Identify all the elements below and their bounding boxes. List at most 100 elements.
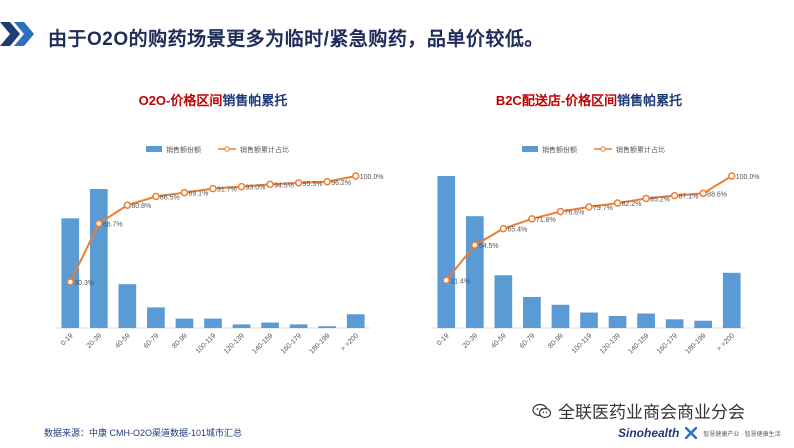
data-label: 86.5% [160, 195, 180, 202]
brand-name: Sinohealth [618, 426, 680, 440]
data-label: 82.2% [622, 201, 642, 208]
line-point [471, 241, 479, 249]
x-tick-label: 100-119 [571, 332, 594, 355]
bar [89, 189, 108, 328]
bar [232, 324, 251, 328]
x-tick-label: 60-79 [143, 332, 161, 350]
line-point [266, 180, 274, 189]
data-label: 93.0% [246, 185, 266, 192]
brand-slogan: 智慧健康产业 · 智慧健康生活 [703, 431, 781, 438]
x-tick-label: 180-199 [684, 332, 707, 355]
data-label: 30.3% [74, 280, 94, 287]
line-point [499, 224, 508, 233]
data-label: 91.7% [217, 187, 237, 194]
data-label: 71.8% [536, 217, 556, 224]
x-tick-label: 80-99 [171, 332, 189, 350]
data-label: 65.4% [507, 227, 527, 234]
legend-label-bar: 销售额份额 [166, 145, 201, 154]
data-label: 87.1% [679, 194, 699, 201]
line-point [442, 276, 451, 285]
bar [204, 318, 222, 328]
x-tick-label: 180-199 [308, 332, 331, 355]
chart-title-part-blue: 销售帕累托 [617, 93, 683, 108]
line-point [528, 215, 536, 223]
line-point [66, 278, 75, 286]
o2o-pareto-chart: O2O-价格区间销售帕累托 销售额份额 销售额累计占比 0-19 20-39 40-59… [28, 90, 398, 380]
line-point [237, 182, 246, 191]
page-title: 由于O2O的购药场景更多为临时/紧急购药，品单价较低。 [48, 29, 544, 50]
x-tick-label: 20-39 [86, 332, 104, 350]
chart-title-part-blue: 销售帕累托 [222, 93, 288, 108]
data-label: 79.7% [593, 205, 613, 212]
line-point [323, 178, 331, 186]
line-point [642, 194, 650, 203]
legend-label-line: 销售额累计占比 [616, 145, 665, 154]
b2c-pareto-chart: B2C配送店-价格区间销售帕累托 销售额份额 销售额累计占比 0-19 20-39 40… [404, 90, 774, 380]
x-tick-label: 100-119 [195, 332, 218, 355]
legend-label-bar: 销售额份额 [542, 145, 577, 154]
line-point [123, 201, 132, 209]
bar [608, 315, 627, 328]
chart-title: O2O-价格区间销售帕累托 [28, 90, 398, 109]
legend-swatch-bar [522, 146, 538, 152]
data-source-note: 数据来源：中康 CMH-O2O渠道数据-101城市汇总 [44, 428, 243, 438]
data-label: 76.6% [564, 210, 584, 217]
legend-marker-line [600, 146, 606, 152]
line-point [670, 191, 679, 200]
legend-label-line: 销售额累计占比 [240, 145, 289, 154]
slide-header: 由于O2O的购药场景更多为临时/紧急购药，品单价较低。 [0, 0, 794, 60]
data-label: 89.1% [188, 191, 208, 198]
chart-title: B2C配送店-价格区间销售帕累托 [404, 90, 774, 109]
line-point [95, 219, 103, 228]
line-point [556, 207, 565, 216]
bar [289, 324, 308, 328]
line-point [585, 203, 593, 211]
bar [261, 322, 279, 328]
bar [147, 307, 165, 328]
chart-title-part-red: O2O-价格区间 [138, 93, 223, 108]
x-tick-label: 120-139 [599, 332, 622, 355]
data-label: 31.4% [450, 278, 470, 285]
data-label: 54.5% [479, 243, 499, 250]
cumulative-line [445, 175, 733, 281]
bar [665, 319, 684, 328]
x-tick-label: 140-159 [627, 332, 650, 355]
bar [722, 272, 741, 328]
bar [346, 314, 365, 328]
chevron-arrows-icon [0, 22, 34, 46]
line-point [152, 192, 160, 201]
data-label: 95.5% [303, 181, 323, 188]
chart-legend: 销售额份额 销售额累计占比 [522, 145, 665, 154]
wechat-icon [532, 403, 552, 418]
chart-canvas: 销售额份额 销售额累计占比 0-19 20-39 40-59 60-79 80-99 100-… [56, 145, 383, 356]
wechat-watermark: 全联医药业商会商业分会 [532, 398, 745, 423]
brand-mark-icon [685, 427, 698, 439]
bar [318, 326, 337, 328]
bar [494, 275, 513, 328]
bar [580, 312, 598, 328]
watermark-text: 全联医药业商会商业分会 [558, 403, 745, 422]
x-tick-label: 80-99 [547, 332, 565, 350]
x-tick-label: 40-59 [114, 332, 132, 350]
x-tick-label: > =200 [340, 332, 360, 352]
x-tick-label: 140-159 [251, 332, 274, 355]
x-tick-label: 120-139 [223, 332, 246, 355]
line-point [699, 189, 707, 198]
x-tick-label: > =200 [716, 332, 736, 352]
data-label: 68.7% [103, 222, 123, 229]
bar [523, 297, 541, 328]
bar [694, 320, 713, 328]
chart-canvas: 销售额份额 销售额累计占比 0-19 20-39 40-59 60-79 80-99 100-… [432, 145, 760, 356]
chart-title-part-red: B2C配送店-价格区间 [495, 93, 618, 108]
x-tick-label: 160-179 [280, 332, 303, 355]
bar [175, 318, 194, 328]
line-point [613, 199, 622, 207]
x-tick-label: 60-79 [519, 332, 537, 350]
line-point [351, 172, 360, 180]
line-point [294, 179, 303, 187]
x-tick-label: 20-39 [462, 332, 480, 350]
x-tick-label: 40-59 [490, 332, 508, 350]
data-label: 100.0% [736, 174, 760, 181]
line-point [209, 184, 217, 193]
x-tick-label: 0-19 [436, 332, 451, 347]
